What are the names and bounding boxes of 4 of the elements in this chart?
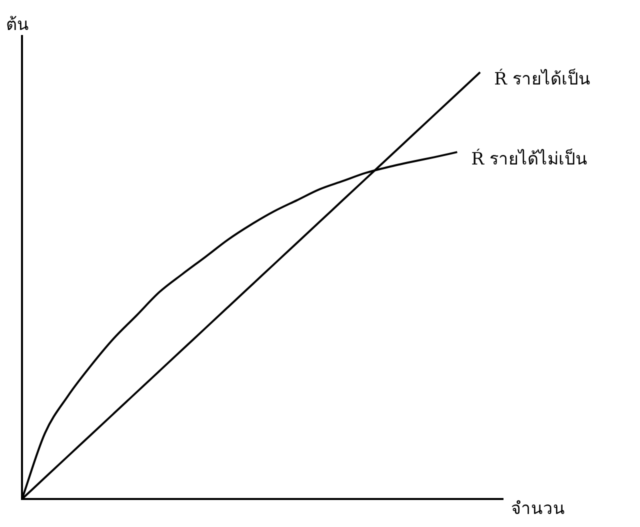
x-axis-title: จำนวน xyxy=(511,498,565,519)
y-axis-title: ต้น xyxy=(6,14,29,35)
series-label: Ŕ รายได้เป็น xyxy=(494,68,590,90)
series-label: Ŕ รายได้ไม่เป็น xyxy=(471,147,588,170)
